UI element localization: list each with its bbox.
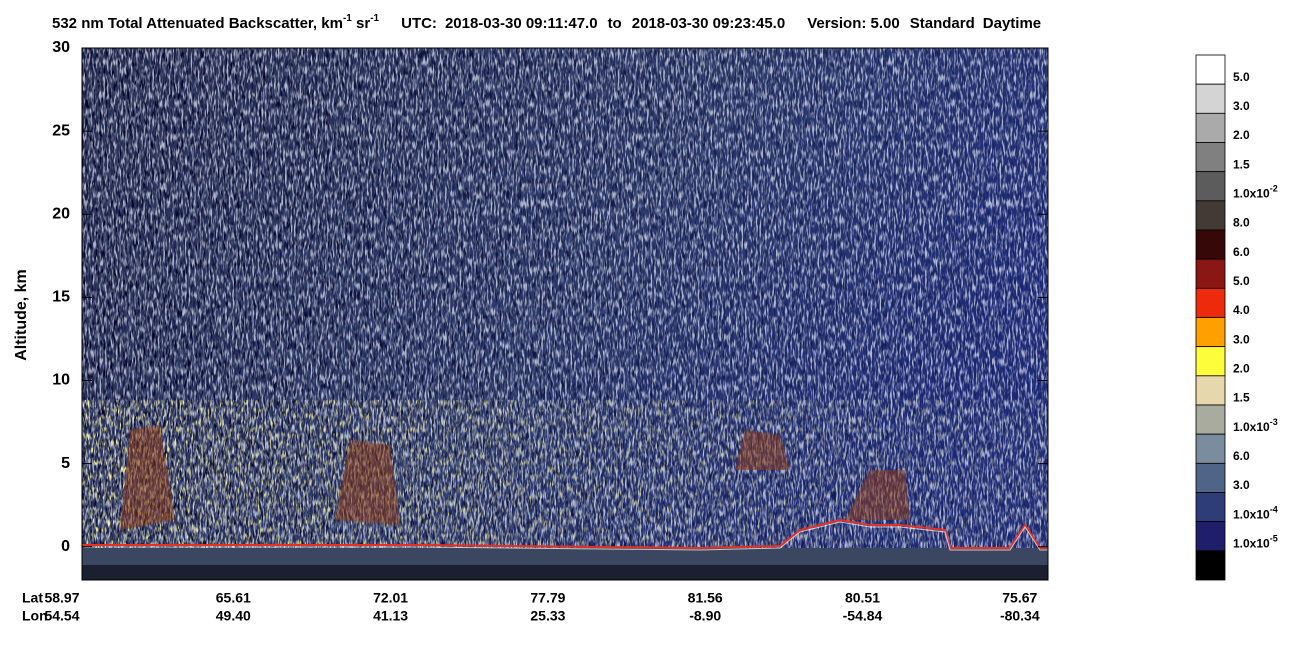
colorbar-label-text: 6.0 (1233, 245, 1250, 259)
y-tick-label: 0 (61, 538, 70, 555)
title-part: sr (352, 15, 371, 32)
utc-label: UTC: (401, 15, 437, 32)
colorbar-label: 3.0 (1233, 99, 1250, 113)
colorbar-label-text: 2.0 (1233, 128, 1250, 142)
colorbar-label: 1.5 (1233, 157, 1250, 171)
colorbar-label: 4.0 (1233, 303, 1250, 317)
colorbar-label: 1.0x10-2 (1233, 184, 1278, 201)
y-axis-label: Altitude, km (13, 269, 30, 361)
colorbar-label-text: 6.0 (1233, 449, 1250, 463)
lat-label: 65.61 (216, 590, 251, 606)
colorbar-swatch (1195, 433, 1226, 464)
colorbar-label-text: 2.0 (1233, 362, 1250, 376)
lat-label: 58.97 (44, 590, 79, 606)
colorbar-swatch (1195, 83, 1226, 114)
colorbar-label-text: 3.0 (1233, 332, 1250, 346)
x-row-label: Lon (22, 608, 48, 624)
colorbar-label-text: 1.0x10 (1233, 537, 1270, 551)
colorbar-swatch (1195, 375, 1226, 406)
colorbar-swatch (1195, 142, 1226, 173)
colorbar-swatch (1195, 287, 1226, 318)
y-tick-label: 5 (61, 455, 70, 472)
colorbar-label: 6.0 (1233, 449, 1250, 463)
colorbar-label: 8.0 (1233, 216, 1250, 230)
colorbar-label-exponent: -2 (1270, 184, 1278, 194)
colorbar-label: 2.0 (1233, 128, 1250, 142)
colorbar-label-text: 1.0x10 (1233, 187, 1270, 201)
y-tick-label: 30 (52, 39, 70, 56)
title-exponent: -1 (370, 13, 379, 24)
colorbar-label-text: 8.0 (1233, 216, 1250, 230)
colorbar-label-text: 4.0 (1233, 303, 1250, 317)
colorbar-swatch (1195, 54, 1226, 85)
x-row-label: Lat (22, 590, 43, 606)
lat-label: 72.01 (373, 590, 408, 606)
colorbar: 5.03.02.01.51.0x10-28.06.05.04.03.02.01.… (1195, 54, 1278, 581)
colorbar-swatch (1195, 404, 1226, 435)
colorbar-label-text: 1.5 (1233, 157, 1250, 171)
colorbar-label: 1.0x10-4 (1233, 505, 1278, 522)
colorbar-label-text: 3.0 (1233, 99, 1250, 113)
backscatter-image (82, 48, 1048, 580)
colorbar-swatch (1195, 171, 1226, 202)
colorbar-label-text: 5.0 (1233, 274, 1250, 288)
lat-label: 81.56 (688, 590, 723, 606)
y-tick-label: 15 (52, 289, 70, 306)
title-part: 532 nm Total Attenuated Backscatter, km (52, 15, 343, 32)
lon-label: -8.90 (689, 608, 721, 624)
colorbar-label-exponent: -5 (1270, 534, 1278, 544)
colorbar-label: 5.0 (1233, 274, 1250, 288)
colorbar-label: 3.0 (1233, 332, 1250, 346)
colorbar-swatch (1195, 550, 1226, 581)
colorbar-label-text: 3.0 (1233, 478, 1250, 492)
lon-label: -80.34 (1000, 608, 1040, 624)
y-tick-label: 20 (52, 205, 70, 222)
colorbar-swatch (1195, 346, 1226, 377)
colorbar-label: 3.0 (1233, 478, 1250, 492)
colorbar-swatch (1195, 317, 1226, 348)
colorbar-label-exponent: -3 (1270, 417, 1278, 427)
lon-label: 54.54 (44, 608, 79, 624)
day-night: Daytime (983, 15, 1041, 32)
y-tick-label: 25 (52, 122, 70, 139)
lon-label: 49.40 (216, 608, 251, 624)
colorbar-swatch (1195, 258, 1226, 289)
colorbar-swatch (1195, 112, 1226, 143)
colorbar-swatch (1195, 200, 1226, 231)
colorbar-label-text: 5.0 (1233, 70, 1250, 84)
version: Version: 5.00 (807, 15, 900, 32)
y-tick-label: 10 (52, 372, 70, 389)
colorbar-swatch (1195, 492, 1226, 523)
colorbar-swatch (1195, 462, 1226, 493)
lat-label: 77.79 (530, 590, 565, 606)
start-time: 2018-03-30 09:11:47.0 (445, 15, 598, 32)
lat-label: 80.51 (845, 590, 880, 606)
lon-label: 41.13 (373, 608, 408, 624)
colorbar-label: 1.0x10-5 (1233, 534, 1278, 551)
colorbar-label: 1.0x10-3 (1233, 417, 1278, 434)
chart-title: 532 nm Total Attenuated Backscatter, km-… (52, 13, 1041, 32)
end-time: 2018-03-30 09:23:45.0 (632, 15, 785, 32)
colorbar-label: 2.0 (1233, 362, 1250, 376)
lon-label: -54.84 (843, 608, 883, 624)
to-label: to (608, 15, 622, 32)
lat-label: 75.67 (1002, 590, 1037, 606)
lon-label: 25.33 (530, 608, 565, 624)
colorbar-swatch (1195, 521, 1226, 552)
colorbar-label-text: 1.0x10 (1233, 420, 1270, 434)
colorbar-label: 1.5 (1233, 391, 1250, 405)
colorbar-label-text: 1.5 (1233, 391, 1250, 405)
colorbar-label-text: 1.0x10 (1233, 507, 1270, 521)
plot-frame (81, 47, 1049, 581)
colorbar-label-exponent: -4 (1270, 505, 1278, 515)
title-exponent: -1 (343, 13, 352, 24)
colorbar-label: 6.0 (1233, 245, 1250, 259)
product: Standard (910, 15, 975, 32)
colorbar-label: 5.0 (1233, 70, 1250, 84)
colorbar-swatch (1195, 229, 1226, 260)
